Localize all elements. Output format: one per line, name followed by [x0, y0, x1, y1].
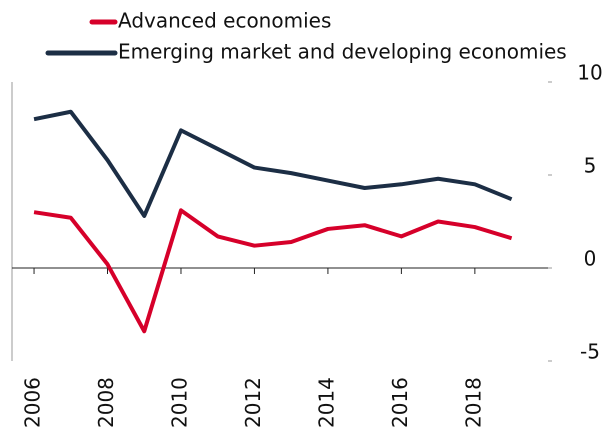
series-line — [33, 109, 513, 218]
series-line — [33, 208, 513, 334]
x-tick-label: 2018 — [461, 377, 485, 428]
x-tick-label: 2014 — [314, 377, 338, 428]
x-tick-label: 2008 — [94, 377, 118, 428]
x-tick-label: 2012 — [241, 377, 265, 428]
y-tick-label: 5 — [584, 154, 597, 178]
x-tick-label: 2006 — [21, 377, 45, 428]
x-tick-label: 2010 — [167, 377, 191, 428]
y-tick-label: 0 — [584, 247, 597, 271]
y-tick-label: 10 — [577, 61, 602, 85]
y-tick-label: -5 — [580, 340, 600, 364]
legend-label: Emerging market and developing economies — [118, 40, 567, 64]
x-tick-label: 2016 — [388, 377, 412, 428]
legend-label: Advanced economies — [118, 9, 331, 33]
